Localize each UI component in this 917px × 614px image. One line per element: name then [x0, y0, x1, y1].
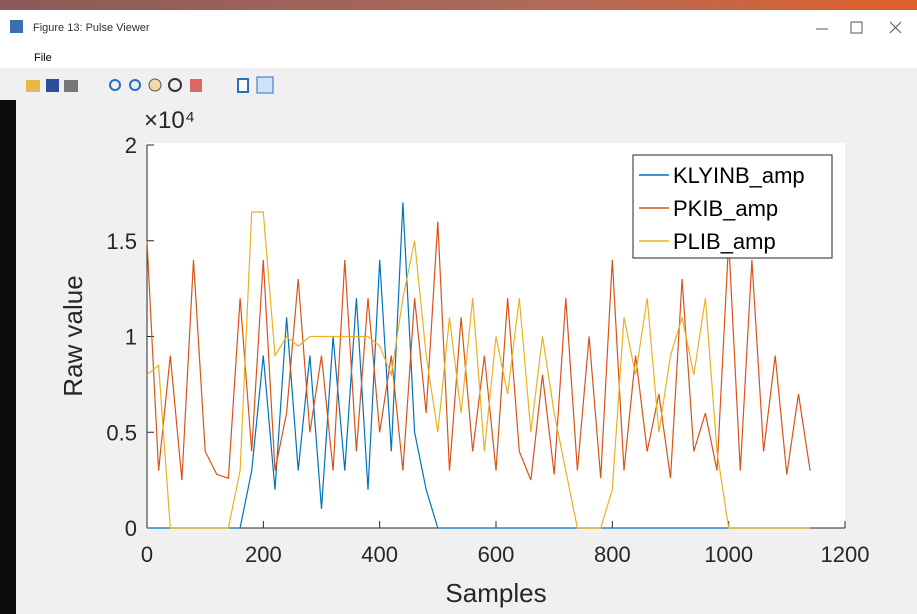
x-tick-label: 800 — [594, 542, 631, 567]
series-line — [146, 211, 811, 529]
series-line — [146, 221, 811, 481]
window-title: Figure 13: Pulse Viewer — [33, 22, 150, 34]
x-axis-label: Samples — [445, 578, 546, 608]
app-icon — [10, 20, 23, 33]
tool-datatip[interactable] — [190, 79, 202, 92]
tool-pan[interactable] — [148, 78, 162, 92]
y-tick-label: 2 — [125, 133, 137, 158]
toolbar — [26, 76, 274, 94]
x-tick-label: 1000 — [704, 542, 753, 567]
y-tick-label: 1 — [125, 325, 137, 350]
tool-colorbar[interactable] — [237, 78, 249, 93]
x-tick-label: 1200 — [821, 542, 870, 567]
tool-zoom-in[interactable] — [109, 79, 121, 91]
x-tick-label: 0 — [141, 542, 153, 567]
desktop-edge — [0, 100, 16, 614]
tool-rotate[interactable] — [168, 78, 182, 92]
desktop — [0, 0, 917, 10]
y-tick-label: 0.5 — [106, 420, 137, 445]
y-tick-label: 0 — [125, 516, 137, 541]
y-tick-label: 1.5 — [106, 229, 137, 254]
x-tick-label: 400 — [361, 542, 398, 567]
series-line — [147, 202, 811, 529]
tool-zoom-out[interactable] — [129, 79, 141, 91]
x-tick-label: 200 — [245, 542, 282, 567]
legend-label: PKIB_amp — [673, 196, 778, 221]
x-tick-label: 600 — [478, 542, 515, 567]
menu-file[interactable]: File — [34, 52, 52, 64]
tool-print[interactable] — [64, 80, 78, 92]
close[interactable] — [889, 21, 902, 34]
tool-legend[interactable] — [256, 76, 274, 94]
tool-save[interactable] — [46, 79, 59, 92]
y-multiplier: ×10⁴ — [144, 107, 195, 134]
tool-open[interactable] — [26, 80, 40, 92]
y-axis-label: Raw value — [58, 275, 88, 396]
legend-label: KLYINB_amp — [673, 163, 805, 188]
maximize[interactable] — [850, 21, 863, 34]
title-bar — [0, 10, 917, 46]
legend-label: PLIB_amp — [673, 229, 776, 254]
menu-bar — [0, 46, 917, 68]
